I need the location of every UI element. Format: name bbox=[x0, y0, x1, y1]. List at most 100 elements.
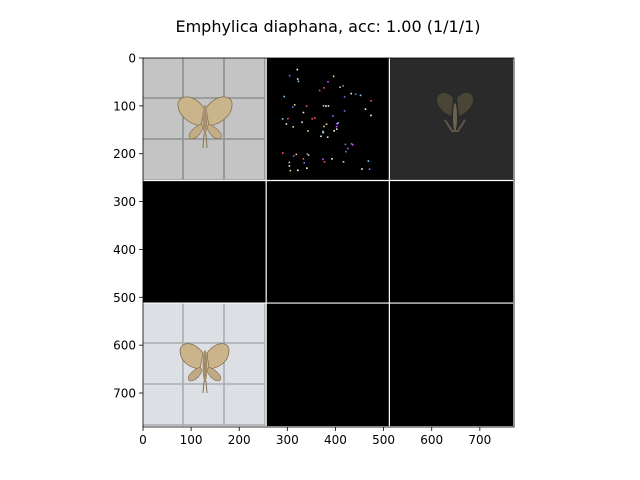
tile-artwork bbox=[177, 68, 473, 394]
x-tick-label: 300 bbox=[276, 433, 299, 447]
attribution-dot bbox=[302, 111, 305, 114]
y-tick-label: 400 bbox=[113, 243, 136, 257]
attribution-dot bbox=[306, 167, 308, 169]
attribution-dot bbox=[323, 87, 325, 89]
y-tick-label: 500 bbox=[113, 291, 136, 305]
attribution-dot bbox=[288, 161, 291, 164]
attribution-dot bbox=[305, 105, 308, 107]
attribution-dot bbox=[311, 117, 313, 120]
attribution-dot bbox=[327, 105, 330, 107]
y-tick-label: 200 bbox=[113, 147, 136, 161]
attribution-dot bbox=[287, 117, 289, 120]
attribution-dot bbox=[325, 123, 328, 125]
x-tick-label: 200 bbox=[228, 433, 251, 447]
attribution-dot bbox=[313, 117, 316, 119]
attribution-dot bbox=[293, 103, 296, 106]
attribution-dot bbox=[335, 125, 338, 128]
x-tick-label: 600 bbox=[420, 433, 443, 447]
attribution-dot bbox=[370, 114, 372, 117]
tile-r1-c2 bbox=[389, 180, 514, 304]
attribution-dot bbox=[361, 168, 363, 170]
x-tick-label: 100 bbox=[180, 433, 203, 447]
attribution-dot bbox=[323, 125, 325, 128]
x-tick-label: 700 bbox=[468, 433, 491, 447]
attribution-dot bbox=[343, 96, 346, 98]
attribution-dot bbox=[289, 169, 292, 172]
attribution-dot bbox=[333, 129, 336, 132]
attribution-dot bbox=[350, 143, 353, 145]
attribution-dots bbox=[281, 68, 372, 172]
attribution-dot bbox=[288, 165, 291, 167]
x-tick-label: 400 bbox=[324, 433, 347, 447]
attribution-dot bbox=[351, 144, 354, 146]
attribution-dot bbox=[322, 158, 324, 161]
masked-moth bbox=[437, 92, 473, 132]
attribution-dot bbox=[344, 143, 347, 146]
attribution-dot bbox=[281, 118, 284, 120]
attribution-dot bbox=[364, 108, 367, 111]
attribution-dot bbox=[336, 123, 338, 125]
attribution-dot bbox=[368, 168, 371, 170]
attribution-dot bbox=[343, 110, 346, 112]
axes-frame bbox=[142, 57, 515, 428]
tile-r2-c2 bbox=[389, 303, 514, 427]
tile-r2-c1 bbox=[266, 303, 390, 427]
attribution-dot bbox=[359, 94, 362, 97]
attribution-dot bbox=[307, 130, 309, 132]
attribution-dot bbox=[283, 95, 286, 98]
tile-r0-c2 bbox=[389, 58, 514, 182]
attribution-dot bbox=[297, 169, 299, 172]
attribution-dot bbox=[322, 104, 325, 107]
attribution-dot bbox=[292, 126, 295, 128]
moth-figure-top bbox=[177, 96, 233, 149]
attribution-dot bbox=[296, 68, 299, 71]
attribution-dot bbox=[303, 162, 306, 164]
attribution-dot bbox=[291, 106, 294, 108]
x-axis: 0 100 200 300 400 500 600 700 bbox=[139, 427, 491, 447]
attribution-dot bbox=[332, 75, 335, 78]
attribution-dot bbox=[339, 86, 341, 89]
attribution-dot bbox=[306, 153, 308, 155]
x-tick-label: 0 bbox=[139, 433, 147, 447]
attribution-dot bbox=[281, 152, 284, 154]
y-tick-label: 700 bbox=[113, 387, 136, 401]
tile-r1-c0 bbox=[143, 180, 267, 304]
attribution-dot bbox=[342, 84, 345, 87]
attribution-dot bbox=[296, 78, 299, 80]
tile-r0-c1 bbox=[266, 58, 390, 182]
attribution-dot bbox=[332, 115, 334, 117]
attribution-dot bbox=[322, 131, 325, 134]
attribution-dot bbox=[288, 74, 291, 77]
attribution-dot bbox=[322, 130, 324, 133]
y-tick-label: 300 bbox=[113, 195, 136, 209]
attribution-dot bbox=[367, 160, 370, 162]
attribution-dot bbox=[302, 158, 305, 160]
attribution-dot bbox=[318, 89, 321, 92]
attribution-dot bbox=[292, 155, 295, 157]
attribution-dot bbox=[342, 160, 345, 163]
attribution-dot bbox=[301, 121, 303, 123]
y-tick-label: 600 bbox=[113, 339, 136, 353]
y-tick-label: 0 bbox=[128, 52, 136, 66]
tile-separators bbox=[143, 58, 514, 427]
attribution-dot bbox=[325, 105, 327, 107]
attribution-dot bbox=[297, 80, 300, 83]
attribution-dot bbox=[295, 153, 298, 156]
attribution-dot bbox=[331, 158, 333, 160]
image-grid bbox=[143, 58, 514, 427]
attribution-dot bbox=[285, 123, 288, 125]
chart-title: Emphylica diaphana, acc: 1.00 (1/1/1) bbox=[175, 17, 480, 36]
attribution-dot bbox=[337, 122, 339, 124]
attribution-dot bbox=[307, 154, 310, 156]
attribution-dot bbox=[326, 136, 329, 138]
attribution-dot bbox=[335, 128, 338, 130]
attribution-dot bbox=[323, 161, 326, 163]
attribution-dot bbox=[345, 150, 347, 153]
y-tick-label: 100 bbox=[113, 99, 136, 113]
attribution-dot bbox=[350, 92, 353, 95]
y-axis: 0 100 200 300 400 500 600 700 bbox=[113, 52, 143, 401]
attribution-dot bbox=[320, 135, 322, 138]
tile-r1-c1 bbox=[266, 180, 390, 304]
attribution-dot bbox=[347, 147, 349, 150]
